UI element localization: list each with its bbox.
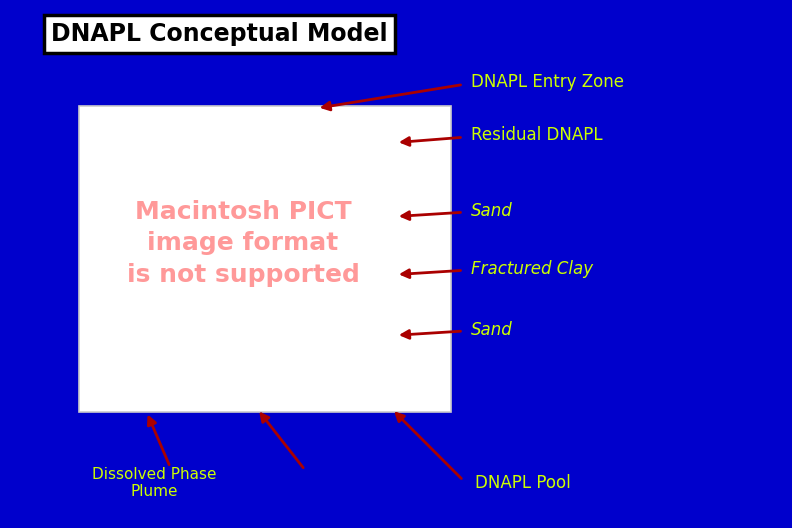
Text: DNAPL Pool: DNAPL Pool bbox=[475, 474, 571, 492]
Text: DNAPL Entry Zone: DNAPL Entry Zone bbox=[471, 73, 624, 91]
Text: Macintosh PICT
image format
is not supported: Macintosh PICT image format is not suppo… bbox=[127, 200, 360, 287]
Text: Fractured Clay: Fractured Clay bbox=[471, 260, 593, 278]
Text: Sand: Sand bbox=[471, 202, 513, 220]
Text: DNAPL Conceptual Model: DNAPL Conceptual Model bbox=[51, 22, 388, 46]
Text: Residual DNAPL: Residual DNAPL bbox=[471, 126, 603, 144]
Text: Dissolved Phase
Plume: Dissolved Phase Plume bbox=[92, 467, 217, 499]
FancyBboxPatch shape bbox=[79, 106, 451, 412]
Text: Sand: Sand bbox=[471, 321, 513, 339]
